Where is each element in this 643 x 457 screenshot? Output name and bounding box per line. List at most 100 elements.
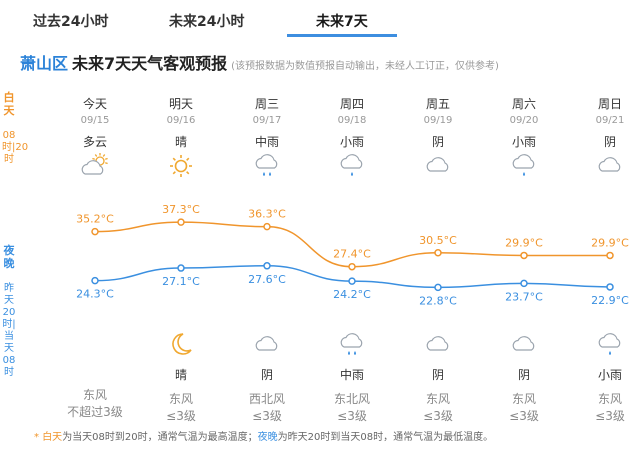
footnote-star: * bbox=[34, 432, 43, 443]
day-column: 明天 09/16 晴 bbox=[146, 95, 216, 185]
night-weather-label: 阴 bbox=[517, 368, 530, 382]
night-weather-label: 晴 bbox=[174, 368, 187, 382]
high-temp-point bbox=[606, 251, 614, 260]
low-temp-label: 22.8°C bbox=[419, 294, 457, 307]
wind-level: ≤3级 bbox=[423, 409, 453, 423]
night-column: 东风 不超过3级 bbox=[60, 330, 130, 420]
day-column: 周五 09/19 阴 bbox=[403, 95, 473, 185]
high-temp-label: 29.9°C bbox=[505, 236, 543, 249]
light-rain-icon bbox=[575, 330, 643, 364]
partly-cloudy-icon bbox=[60, 151, 130, 185]
high-temp-point bbox=[434, 249, 442, 257]
cloud-icon bbox=[403, 330, 473, 364]
low-temp-point bbox=[348, 277, 356, 285]
moderate-rain-icon bbox=[317, 330, 387, 364]
high-temp-point bbox=[177, 218, 185, 226]
high-temp-label: 35.2°C bbox=[76, 213, 114, 226]
day-date: 09/21 bbox=[595, 115, 625, 126]
high-temp-point bbox=[91, 227, 99, 236]
night-column: 阴东风 ≤3级 bbox=[403, 330, 473, 424]
wind-level: ≤3级 bbox=[166, 409, 196, 423]
night-weather-label: 阴 bbox=[431, 368, 444, 382]
day-date: 09/19 bbox=[423, 115, 453, 126]
wind-level: 不超过3级 bbox=[67, 405, 123, 419]
day-name: 周日 bbox=[597, 97, 622, 111]
wind-direction: 东风 bbox=[425, 392, 450, 406]
day-weather-label: 阴 bbox=[603, 135, 616, 149]
night-weather-label bbox=[60, 362, 130, 380]
wind-level: ≤3级 bbox=[595, 409, 625, 423]
day-weather-label: 阴 bbox=[431, 135, 444, 149]
wind-level: ≤3级 bbox=[337, 409, 367, 423]
high-temp-line bbox=[94, 221, 610, 268]
day-name: 今天 bbox=[82, 97, 107, 111]
night-range: 昨天20时|当天08时 bbox=[2, 283, 16, 378]
cloud-icon bbox=[489, 330, 559, 364]
night-weather-label: 小雨 bbox=[597, 368, 622, 382]
low-temp-point bbox=[177, 264, 185, 272]
day-label: 白天 bbox=[3, 91, 15, 117]
night-weather-label: 阴 bbox=[260, 368, 273, 382]
footnote: * 白天为当天08时到20时，通常气温为最高温度；夜晚为昨天20时到当天08时，… bbox=[34, 428, 493, 443]
low-temp-point bbox=[434, 283, 442, 292]
day-column: 周三 09/17 中雨 bbox=[232, 95, 302, 185]
tab-next-7-days[interactable]: 未来7天 bbox=[316, 14, 368, 30]
day-name: 周三 bbox=[254, 97, 279, 111]
page-title: 萧山区 未来7天天气客观预报 (该预报数据为数值预报自动输出，未经人工订正，仅供参考… bbox=[20, 50, 499, 74]
moon-icon bbox=[146, 330, 216, 364]
day-name: 周五 bbox=[425, 97, 450, 111]
light-rain-icon bbox=[317, 151, 387, 185]
wind-direction: 东风 bbox=[168, 392, 193, 406]
night-column: 小雨东风 ≤3级 bbox=[575, 330, 643, 424]
tab-past-24h[interactable]: 过去24小时 bbox=[33, 14, 109, 30]
cloud-icon bbox=[403, 151, 473, 185]
day-date: 09/15 bbox=[80, 115, 110, 126]
low-temp-point bbox=[520, 279, 528, 288]
low-temp-label: 27.1°C bbox=[162, 275, 200, 288]
day-date: 09/16 bbox=[166, 115, 196, 126]
night-column: 晴东风 ≤3级 bbox=[146, 330, 216, 424]
low-temp-line bbox=[94, 265, 611, 289]
day-name: 明天 bbox=[168, 97, 193, 111]
day-column: 周日 09/21 阴 bbox=[575, 95, 643, 185]
day-column: 周四 09/18 小雨 bbox=[317, 95, 387, 185]
tab-next-24h[interactable]: 未来24小时 bbox=[169, 14, 245, 30]
cloud-icon bbox=[232, 330, 302, 364]
day-weather-label: 中雨 bbox=[254, 135, 279, 149]
day-side-label: 白天 08时|20时 bbox=[2, 91, 28, 166]
low-temp-point bbox=[91, 276, 99, 285]
high-temp-point bbox=[520, 251, 528, 260]
high-temp-label: 30.5°C bbox=[419, 234, 457, 247]
wind-level: ≤3级 bbox=[252, 409, 282, 423]
day-column: 周六 09/20 小雨 bbox=[489, 95, 559, 185]
day-column: 今天 09/15 多云 bbox=[60, 95, 130, 185]
day-date: 09/17 bbox=[252, 115, 282, 126]
high-temp-label: 29.9°C bbox=[591, 236, 629, 249]
wind-direction: 东风 bbox=[597, 392, 622, 406]
wind-direction: 东风 bbox=[511, 392, 536, 406]
day-name: 周四 bbox=[339, 97, 364, 111]
active-tab-indicator bbox=[287, 34, 397, 37]
low-temp-label: 24.3°C bbox=[76, 288, 114, 301]
wind-level: ≤3级 bbox=[509, 409, 539, 423]
high-temp-label: 36.3°C bbox=[248, 208, 286, 221]
low-temp-label: 22.9°C bbox=[591, 294, 629, 307]
light-rain-icon bbox=[489, 151, 559, 185]
sun-icon bbox=[146, 151, 216, 185]
forecast-title: 未来7天天气客观预报 bbox=[72, 54, 228, 73]
high-temp-label: 27.4°C bbox=[333, 248, 371, 261]
night-column: 中雨 东北风 ≤3级 bbox=[317, 330, 387, 424]
low-temp-point bbox=[606, 283, 614, 291]
low-temp-point bbox=[263, 262, 271, 270]
city-name: 萧山区 bbox=[20, 54, 69, 73]
forecast-disclaimer: (该预报数据为数值预报自动输出，未经人工订正，仅供参考) bbox=[231, 61, 499, 72]
low-temp-label: 27.6°C bbox=[248, 273, 286, 286]
low-temp-label: 23.7°C bbox=[505, 290, 543, 303]
moderate-rain-icon bbox=[232, 151, 302, 185]
day-range: 08时|20时 bbox=[2, 130, 29, 165]
wind-direction: 西北风 bbox=[248, 392, 285, 406]
night-side-label: 夜晚 昨天20时|当天08时 bbox=[2, 245, 16, 379]
day-name: 周六 bbox=[511, 97, 536, 111]
footnote-day-term: 白天 bbox=[42, 432, 63, 443]
cloud-icon bbox=[575, 151, 643, 185]
